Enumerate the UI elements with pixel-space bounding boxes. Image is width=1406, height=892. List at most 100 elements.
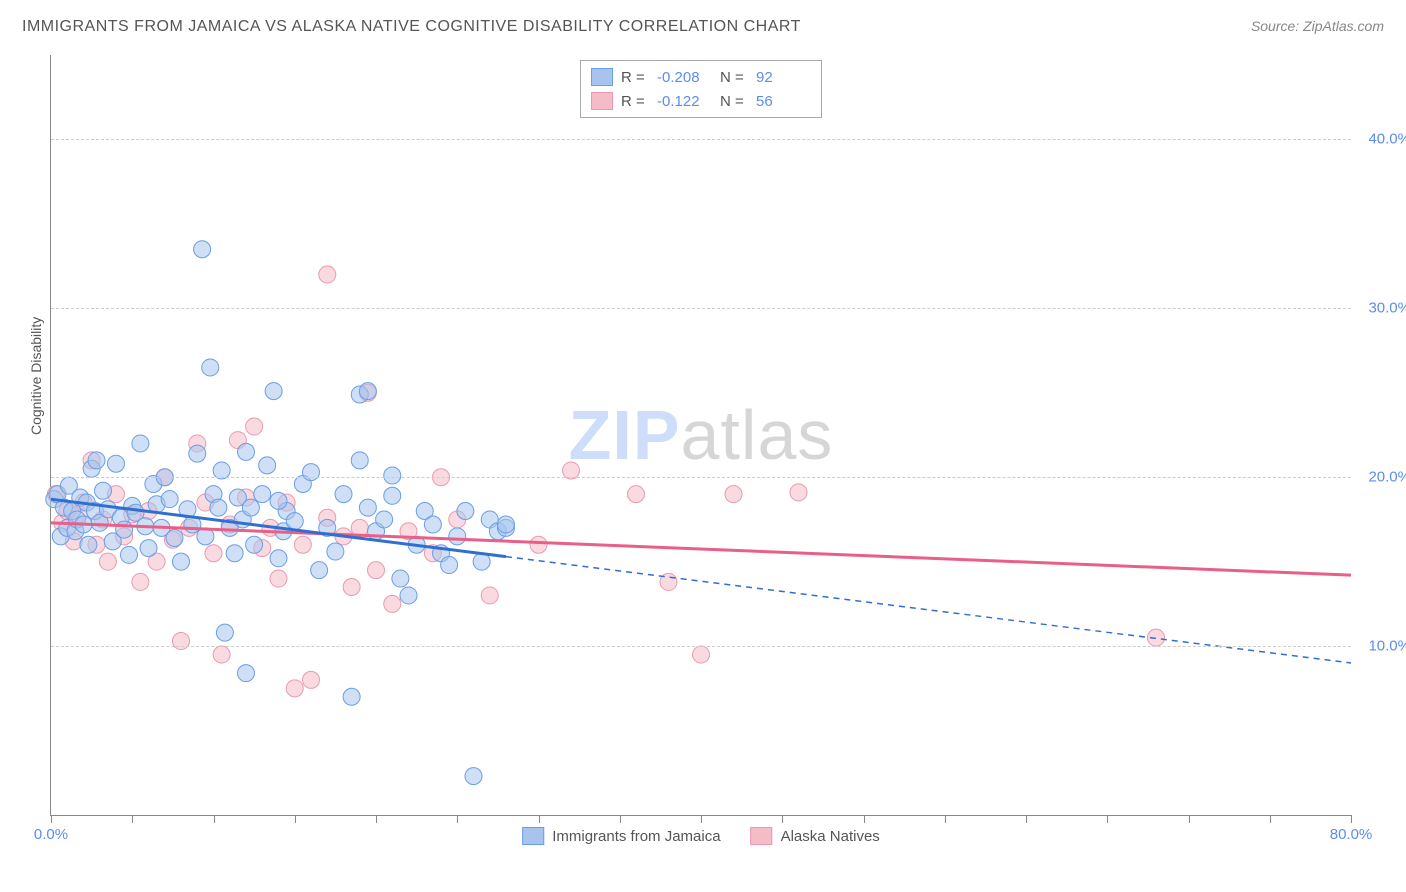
- scatter-point: [88, 452, 105, 469]
- scatter-point: [246, 536, 263, 553]
- scatter-point: [457, 503, 474, 520]
- x-tick: [620, 815, 621, 823]
- scatter-point: [327, 543, 344, 560]
- scatter-point: [246, 418, 263, 435]
- scatter-point: [140, 540, 157, 557]
- grid-line: [51, 477, 1351, 478]
- x-tick: [864, 815, 865, 823]
- source-name: ZipAtlas.com: [1303, 18, 1384, 34]
- scatter-point: [202, 359, 219, 376]
- scatter-point: [343, 688, 360, 705]
- scatter-point: [343, 579, 360, 596]
- scatter-point: [286, 513, 303, 530]
- grid-line: [51, 646, 1351, 647]
- r-value: -0.122: [657, 93, 712, 110]
- scatter-point: [173, 553, 190, 570]
- correlation-legend-row: R =-0.208N =92: [591, 65, 811, 89]
- x-tick: [457, 815, 458, 823]
- blue-swatch-icon: [591, 68, 613, 86]
- scatter-point: [359, 383, 376, 400]
- scatter-point: [205, 545, 222, 562]
- x-tick: [132, 815, 133, 823]
- x-tick: [782, 815, 783, 823]
- scatter-point: [498, 516, 515, 533]
- pink-swatch-icon: [751, 827, 773, 845]
- y-tick-label: 40.0%: [1356, 131, 1406, 148]
- scatter-point: [265, 383, 282, 400]
- x-tick: [295, 815, 296, 823]
- x-tick: [1189, 815, 1190, 823]
- scatter-point: [628, 486, 645, 503]
- scatter-point: [80, 536, 97, 553]
- scatter-point: [194, 241, 211, 258]
- scatter-point: [210, 499, 227, 516]
- scatter-point: [270, 550, 287, 567]
- x-tick: [1107, 815, 1108, 823]
- n-value: 92: [756, 69, 811, 86]
- scatter-point: [132, 573, 149, 590]
- x-tick-label: 80.0%: [1330, 826, 1373, 843]
- scatter-point: [384, 467, 401, 484]
- scatter-point: [254, 486, 271, 503]
- grid-line: [51, 139, 1351, 140]
- scatter-point: [270, 492, 287, 509]
- series-legend-label: Immigrants from Jamaica: [552, 828, 720, 845]
- scatter-point: [303, 671, 320, 688]
- correlation-legend-row: R = -0.122 N = 56: [591, 89, 811, 113]
- n-value: 56: [756, 93, 811, 110]
- scatter-point: [376, 511, 393, 528]
- y-axis-label: Cognitive Disability: [28, 317, 44, 435]
- scatter-point: [311, 562, 328, 579]
- scatter-point: [286, 680, 303, 697]
- pink-swatch-icon: [591, 92, 613, 110]
- y-tick-label: 10.0%: [1356, 638, 1406, 655]
- scatter-point: [530, 536, 547, 553]
- scatter-point: [213, 646, 230, 663]
- x-tick: [51, 815, 52, 823]
- scatter-point: [238, 443, 255, 460]
- n-label: N =: [720, 93, 748, 110]
- scatter-point: [449, 528, 466, 545]
- x-tick: [376, 815, 377, 823]
- title-bar: IMMIGRANTS FROM JAMAICA VS ALASKA NATIVE…: [22, 18, 1384, 42]
- source-prefix: Source:: [1251, 18, 1303, 34]
- chart-title: IMMIGRANTS FROM JAMAICA VS ALASKA NATIVE…: [22, 18, 801, 36]
- scatter-point: [319, 266, 336, 283]
- scatter-point: [121, 546, 138, 563]
- scatter-point: [108, 455, 125, 472]
- x-tick: [701, 815, 702, 823]
- scatter-point: [226, 545, 243, 562]
- grid-line: [51, 308, 1351, 309]
- scatter-point: [294, 536, 311, 553]
- source-attribution: Source: ZipAtlas.com: [1251, 18, 1384, 34]
- scatter-point: [99, 553, 116, 570]
- scatter-point: [270, 570, 287, 587]
- scatter-point: [693, 646, 710, 663]
- y-tick-label: 20.0%: [1356, 469, 1406, 486]
- series-legend-item: Immigrants from Jamaica: [522, 827, 720, 845]
- scatter-point: [166, 530, 183, 547]
- r-label: R =: [621, 93, 649, 110]
- x-tick: [1270, 815, 1271, 823]
- scatter-point: [481, 587, 498, 604]
- scatter-point: [95, 482, 112, 499]
- x-tick: [539, 815, 540, 823]
- scatter-point: [132, 435, 149, 452]
- r-value: -0.208: [657, 69, 712, 86]
- scatter-point: [161, 491, 178, 508]
- scatter-point: [384, 595, 401, 612]
- x-tick: [1026, 815, 1027, 823]
- n-label: N =: [720, 69, 748, 86]
- scatter-point: [116, 521, 133, 538]
- scatter-point: [392, 570, 409, 587]
- scatter-point: [790, 484, 807, 501]
- scatter-point: [216, 624, 233, 641]
- scatter-point: [384, 487, 401, 504]
- scatter-point: [238, 665, 255, 682]
- trend-line: [51, 523, 1351, 575]
- scatter-point: [400, 587, 417, 604]
- scatter-point: [259, 457, 276, 474]
- scatter-point: [242, 499, 259, 516]
- scatter-point: [441, 557, 458, 574]
- chart-plot-area: R =-0.208N =92R =-0.122N =56 ZIPatlas Im…: [50, 55, 1351, 816]
